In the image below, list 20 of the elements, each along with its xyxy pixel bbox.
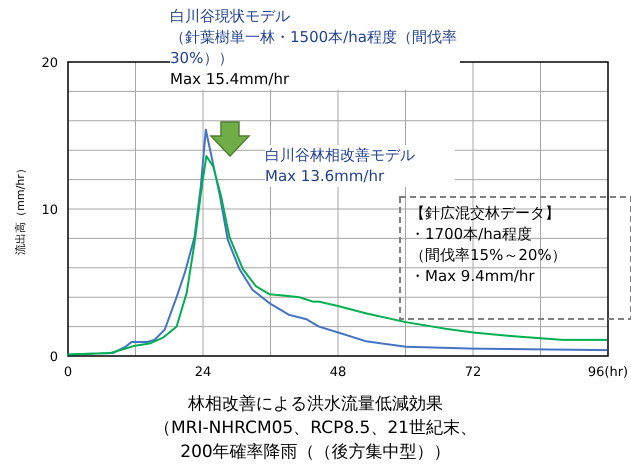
annotation: ・Max 9.4mm/hr bbox=[410, 266, 536, 287]
y-tick-label: 0 bbox=[50, 350, 58, 365]
annotation: ・1700本/ha程度 bbox=[410, 224, 533, 245]
annotation: 白川谷林相改善モデル bbox=[265, 145, 416, 166]
x-tick-label: 24 bbox=[194, 365, 212, 380]
text: 林相改善による洪水流量低減効果 bbox=[187, 393, 444, 416]
text: 白川谷現状モデル bbox=[170, 6, 291, 27]
y-axis-title: 流出高（mm/hr） bbox=[14, 163, 27, 255]
annotation: （針葉樹単一林・1500本/ha程度（間伐率30%）） bbox=[170, 27, 458, 69]
annotation: Max 13.6mm/hr bbox=[265, 166, 386, 187]
text: （MRI-NHRCM05、RCP8.5、21世紀末、200年確率降雨（（後方集中型）） bbox=[152, 417, 478, 464]
x-tick-label: 0 bbox=[64, 365, 72, 380]
x-tick-label: 72 bbox=[464, 365, 482, 380]
x-tick-label: 96(hr) bbox=[588, 365, 628, 380]
x-tick-label: 48 bbox=[330, 365, 346, 380]
annotation: （間伐率15%～20%） bbox=[410, 245, 568, 266]
y-tick-label: 20 bbox=[41, 56, 58, 71]
annotation: 【針広混交林データ】 bbox=[410, 203, 561, 224]
annotation: Max 15.4mm/hr bbox=[170, 69, 290, 90]
y-tick-label: 10 bbox=[41, 203, 58, 218]
